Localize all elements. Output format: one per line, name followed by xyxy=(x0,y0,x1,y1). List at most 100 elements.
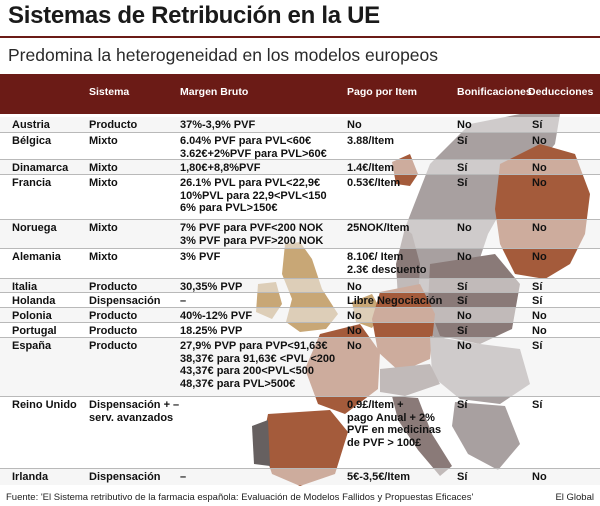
table-header: Sistema Margen Bruto Pago por Item Bonif… xyxy=(0,74,600,114)
cell-margen-line: 6% para PVL>150€ xyxy=(180,202,278,215)
cell-country: España xyxy=(12,340,52,352)
cell-pago: No xyxy=(347,340,362,353)
table-row: Bélgica Mixto 6.04% PVF para PVL<60€ 3.62€+… xyxy=(0,133,600,160)
cell-country: Dinamarca xyxy=(12,162,69,174)
cell-margen-line: 27,9% PVP para PVP<91,63€ xyxy=(180,340,328,352)
cell-pago-line: 2.3€ descuento xyxy=(347,263,427,276)
cell-country: Italia xyxy=(12,281,38,293)
cell-deducciones: No xyxy=(532,471,547,483)
cell-pago-line: No xyxy=(347,119,362,131)
col-header-margen: Margen Bruto xyxy=(180,86,249,98)
row-separator xyxy=(0,132,600,133)
cell-sistema: Producto xyxy=(89,340,137,353)
cell-bonificaciones: Sí xyxy=(457,399,468,411)
cell-country: Noruega xyxy=(12,222,57,234)
cell-pago-line: 25NOK/Item xyxy=(347,222,410,234)
cell-bonificaciones: No xyxy=(457,340,472,352)
cell-deducciones: Sí xyxy=(532,399,543,411)
table-row: Reino Unido Dispensación + – serv. avanzad… xyxy=(0,397,600,469)
cell-margen-line: 18.25% PVP xyxy=(180,325,243,337)
cell-sistema-line: Producto xyxy=(89,310,138,322)
table-row: Polonia Producto 40%-12% PVF No No No xyxy=(0,308,600,323)
cell-pago: 8.10€/ Item 2.3€ descuento xyxy=(347,251,426,276)
cell-sistema-line: Mixto xyxy=(89,177,118,189)
cell-margen: 18.25% PVP xyxy=(180,325,242,338)
cell-sistema-line: Producto xyxy=(89,340,138,352)
table-row: Portugal Producto 18.25% PVP No Sí No xyxy=(0,323,600,338)
cell-country: Alemania xyxy=(12,251,61,263)
cell-margen: 3% PVF xyxy=(180,251,220,264)
cell-sistema-line: serv. avanzados xyxy=(89,411,174,424)
cell-sistema: Mixto xyxy=(89,162,118,175)
cell-margen-line: 10%PVL para 22,9<PVL<150 xyxy=(180,189,327,202)
cell-deducciones: No xyxy=(532,251,547,263)
cell-margen-line: 7% PVF para PVF<200 NOK xyxy=(180,222,324,234)
cell-bonificaciones: Sí xyxy=(457,177,468,189)
row-separator xyxy=(0,278,600,279)
cell-sistema-line: Producto xyxy=(89,281,138,293)
cell-pago: 25NOK/Item xyxy=(347,222,409,235)
cell-bonificaciones: Sí xyxy=(457,471,468,483)
table-row: Francia Mixto 26.1% PVL para PVL<22,9€ 10%P… xyxy=(0,175,600,220)
cell-margen: 27,9% PVP para PVP<91,63€ 38,37€ para 91,… xyxy=(180,340,335,390)
row-separator xyxy=(0,292,600,293)
cell-bonificaciones: No xyxy=(457,310,472,322)
cell-margen-line: 6.04% PVF para PVL<60€ xyxy=(180,135,312,147)
table-row: Alemania Mixto 3% PVF 8.10€/ Item 2.3€ descu… xyxy=(0,249,600,279)
row-separator xyxy=(0,219,600,220)
cell-sistema: Mixto xyxy=(89,177,118,190)
cell-pago: 5€-3,5€/Item xyxy=(347,471,410,484)
cell-deducciones: Sí xyxy=(532,340,543,352)
cell-sistema: Mixto xyxy=(89,135,118,148)
cell-pago: 0.9£/Item + pago Anual + 2% PVF en medicin… xyxy=(347,399,441,449)
cell-pago-line: 0.9£/Item + xyxy=(347,399,404,411)
cell-margen-line: 43,37€ para 200<PVL<500 xyxy=(180,365,314,378)
cell-bonificaciones: Sí xyxy=(457,295,468,307)
chart-subtitle: Predomina la heterogeneidad en los model… xyxy=(8,45,439,65)
cell-pago: No xyxy=(347,325,362,338)
cell-margen: 40%-12% PVF xyxy=(180,310,252,323)
cell-deducciones: Sí xyxy=(532,281,543,293)
cell-sistema-line: Mixto xyxy=(89,251,118,263)
cell-margen: 7% PVF para PVF<200 NOK 3% PVF para PVF>2… xyxy=(180,222,323,247)
cell-pago-line: 0.53€/Item xyxy=(347,177,401,189)
cell-pago-line: 1.4€/Item xyxy=(347,162,395,174)
cell-deducciones: No xyxy=(532,135,547,147)
cell-country: Austria xyxy=(12,119,50,131)
cell-sistema: Producto xyxy=(89,119,137,132)
cell-pago: 3.88/Item xyxy=(347,135,394,148)
cell-pago-line: pago Anual + 2% xyxy=(347,411,435,424)
cell-margen-line: 48,37€ para PVL>500€ xyxy=(180,377,296,390)
row-separator xyxy=(0,468,600,469)
cell-pago-line: 5€-3,5€/Item xyxy=(347,471,410,483)
cell-margen-line: 3% PVF xyxy=(180,251,221,263)
table-row: Irlanda Dispensación – 5€-3,5€/Item Sí No xyxy=(0,469,600,485)
cell-bonificaciones: No xyxy=(457,119,472,131)
cell-pago: No xyxy=(347,281,362,294)
cell-margen-line: 37%-3,9% PVF xyxy=(180,119,256,131)
cell-pago-line: 8.10€/ Item xyxy=(347,251,404,263)
row-separator xyxy=(0,337,600,338)
cell-deducciones: Sí xyxy=(532,119,543,131)
cell-sistema-line: Mixto xyxy=(89,222,118,234)
cell-pago-line: No xyxy=(347,340,362,352)
cell-pago: 1.4€/Item xyxy=(347,162,394,175)
credit: El Global xyxy=(555,492,594,503)
cell-bonificaciones: No xyxy=(457,222,472,234)
cell-sistema-line: Mixto xyxy=(89,162,118,174)
map-portugal xyxy=(252,420,270,466)
col-header-deducciones: Deducciones xyxy=(528,86,594,98)
cell-sistema: Mixto xyxy=(89,251,118,264)
cell-margen: 30,35% PVP xyxy=(180,281,242,294)
cell-pago: No xyxy=(347,310,362,323)
cell-sistema: Dispensación xyxy=(89,471,161,484)
cell-sistema-line: Dispensación xyxy=(89,471,161,483)
cell-sistema-line: Producto xyxy=(89,325,138,337)
row-separator xyxy=(0,307,600,308)
source-note: Fuente: 'El Sistema retributivo de la fa… xyxy=(6,492,474,503)
row-separator xyxy=(0,159,600,160)
cell-country: Bélgica xyxy=(12,135,52,147)
cell-deducciones: No xyxy=(532,162,547,174)
cell-sistema: Dispensación xyxy=(89,295,161,308)
table-row: Noruega Mixto 7% PVF para PVF<200 NOK 3% PV… xyxy=(0,220,600,249)
